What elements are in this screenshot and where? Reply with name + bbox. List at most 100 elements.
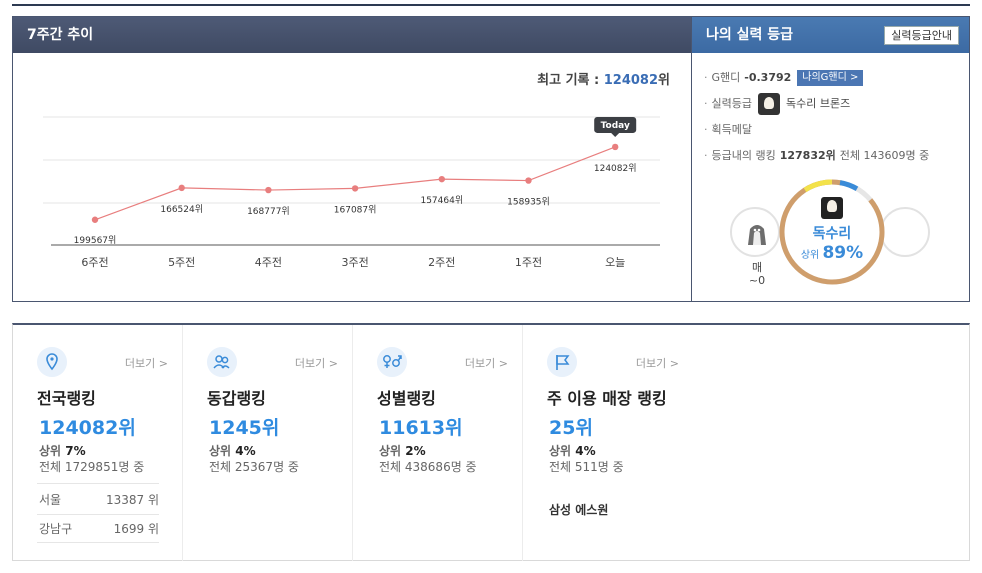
x-tick-label: 4주전 [255, 256, 282, 269]
national-top-pct: 7% [65, 444, 86, 458]
divider [37, 542, 159, 543]
grade-title: 나의 실력 등급 [706, 27, 794, 43]
flag-icon [547, 347, 577, 377]
region-name: 강남구 [39, 522, 73, 536]
handicap-label: G핸디 [711, 71, 741, 84]
grade-guide-button[interactable]: 실력등급안내 [884, 26, 959, 45]
level-row: · 실력등급 독수리 브론즈 [704, 91, 929, 117]
national-title: 전국랭킹 [37, 389, 96, 408]
best-record-value: 124082 [603, 73, 659, 88]
age-more-link[interactable]: 더보기 > [294, 357, 338, 370]
region-value: 13387 위 [105, 493, 159, 507]
ring-text: 독수리 상위 89% [777, 177, 887, 287]
grade-info-list: · G핸디 -0.3792 나의G핸디 > · 실력등급 독수리 브론즈 · 획득메달… [704, 65, 929, 169]
data-point-label: 124082위 [594, 163, 637, 174]
divider [37, 483, 159, 484]
data-point[interactable] [265, 186, 272, 194]
shop-ranking: 더보기 > 주 이용 매장 랭킹 25위 상위 4% 전체 511명 중 삼성 … [523, 325, 693, 561]
gender-top: 상위 2% [379, 442, 426, 459]
trend-line-chart: 6주전 5주전 4주전 3주전 2주전 1주전 오늘 199567위 166524위 16877… [43, 116, 660, 269]
grade-ring-svg [779, 179, 885, 285]
medal-label: 획득메달 [711, 123, 752, 136]
today-tag: Today [594, 116, 637, 137]
data-point[interactable] [438, 175, 445, 183]
data-point[interactable] [178, 184, 185, 192]
medal-row: · 획득메달 [704, 117, 929, 143]
region-row-gangnam[interactable]: 강남구 1699 위 [39, 520, 159, 537]
gender-top-label: 상위 [379, 444, 402, 458]
grade-header: 나의 실력 등급 실력등급안내 [692, 17, 969, 53]
x-tick-label: 오늘 [605, 256, 625, 269]
grade-rank-value: 127832위 [779, 149, 836, 162]
top-border [12, 4, 970, 6]
handicap-value: -0.3792 [744, 71, 792, 84]
data-point-label: 166524위 [160, 204, 203, 215]
divider [37, 514, 159, 515]
x-tick-label: 1주전 [515, 256, 542, 269]
age-top-pct: 4% [235, 444, 256, 458]
region-row-seoul[interactable]: 서울 13387 위 [39, 491, 159, 508]
grade-rank-label: 등급내의 랭킹 [711, 149, 776, 162]
data-point[interactable] [525, 177, 532, 184]
best-record: 최고 기록 : 124082위 [537, 69, 670, 88]
data-point-label: 167087위 [334, 204, 377, 215]
shop-top: 상위 4% [549, 442, 596, 459]
gender-ranking: 더보기 > 성별랭킹 11613위 상위 2% 전체 438686명 중 [353, 325, 523, 561]
prev-grade-range: ~0 [748, 274, 766, 287]
age-total: 전체 25367명 중 [209, 460, 299, 474]
data-point[interactable] [351, 185, 359, 192]
level-value: 독수리 브론즈 [785, 97, 851, 110]
x-tick-label: 5주전 [168, 256, 195, 269]
shop-top-pct: 4% [575, 444, 596, 458]
location-pin-icon [37, 347, 67, 377]
ring-progress-arc [779, 179, 885, 285]
prev-grade-name: 매 [751, 261, 763, 274]
grade-progress-ring: 독수리 상위 89% [777, 177, 887, 287]
national-ranking: 더보기 > 전국랭킹 124082위 상위 7% 전체 1729851명 중 서… [13, 325, 183, 561]
data-point-label: 199567위 [74, 235, 117, 246]
national-value: 124082위 [39, 417, 136, 439]
national-top: 상위 7% [39, 442, 86, 459]
trend-panel: 7주간 추이 최고 기록 : 124082위 6주전 5주전 4주전 3주전 2주전 1주… [12, 16, 692, 302]
gender-total: 전체 438686명 중 [379, 460, 477, 474]
region-value: 1699 위 [113, 522, 159, 536]
national-top-label: 상위 [39, 444, 62, 458]
shop-name[interactable]: 삼성 에스원 [549, 503, 609, 517]
trend-title: 7주간 추이 [13, 17, 692, 53]
age-value: 1245위 [209, 417, 280, 439]
age-top-label: 상위 [209, 444, 232, 458]
my-handicap-button[interactable]: 나의G핸디 > [797, 70, 864, 86]
x-tick-label: 6주전 [81, 256, 108, 269]
handicap-row: · G핸디 -0.3792 나의G핸디 > [704, 65, 929, 91]
gender-icon [377, 347, 407, 377]
gender-title: 성별랭킹 [377, 389, 436, 408]
shop-more-link[interactable]: 더보기 > [635, 357, 679, 370]
best-record-unit: 위 [658, 73, 670, 88]
region-name: 서울 [39, 493, 62, 507]
ring-grade-name: 독수리 [812, 226, 852, 242]
ring-pct-value: 89% [822, 243, 864, 263]
data-point-label: 158935위 [507, 197, 550, 208]
data-point-label: 168777위 [247, 206, 290, 217]
age-top: 상위 4% [209, 442, 256, 459]
national-more-link[interactable]: 더보기 > [124, 357, 168, 370]
data-point[interactable] [612, 143, 619, 151]
gender-more-link[interactable]: 더보기 > [464, 357, 508, 370]
ring-grade-pct: 상위 89% [777, 243, 887, 263]
data-point-label: 157464위 [420, 195, 463, 206]
ring-top-label: 상위 [800, 250, 820, 261]
shop-value: 25위 [549, 417, 593, 439]
people-icon [207, 347, 237, 377]
rankings-panel: 더보기 > 전국랭킹 124082위 상위 7% 전체 1729851명 중 서… [12, 323, 970, 561]
next-grade-circle[interactable] [880, 207, 930, 257]
prev-grade-circle[interactable] [730, 207, 780, 257]
x-tick-label: 3주전 [341, 256, 368, 269]
prev-grade-label: 매 ~0 [732, 261, 782, 287]
data-point[interactable] [91, 216, 99, 223]
ring-yellow-arc [803, 179, 833, 193]
gender-value: 11613위 [379, 417, 463, 439]
level-label: 실력등급 [711, 97, 752, 110]
grade-rank-row: · 등급내의 랭킹 127832위 전체 143609명 중 [704, 143, 929, 169]
today-tag-label: Today [601, 121, 630, 131]
ring-eagle-icon [821, 197, 843, 219]
